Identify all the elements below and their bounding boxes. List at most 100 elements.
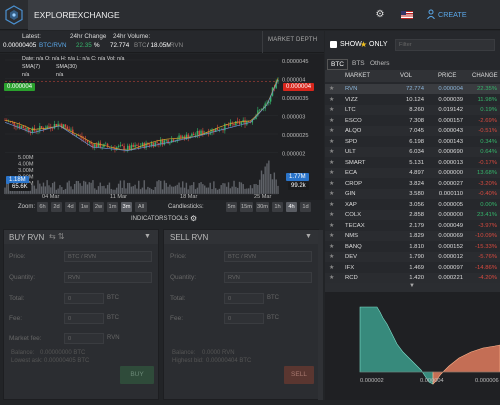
- volume-bar: [46, 180, 48, 194]
- tools-button[interactable]: TOOLS: [168, 216, 189, 222]
- favorite-star-icon[interactable]: ★: [329, 128, 335, 134]
- market-row[interactable]: ★ DEV 1.790 0.000012 -5.76%: [325, 252, 500, 262]
- sell-total-input[interactable]: 0: [224, 293, 264, 304]
- favorite-star-icon[interactable]: ★: [329, 233, 335, 239]
- us-flag-icon[interactable]: [401, 11, 413, 19]
- header-price[interactable]: PRICE: [438, 73, 457, 79]
- zoom-button-2w[interactable]: 2w: [93, 202, 104, 212]
- nav-explore[interactable]: EXPLORE: [28, 0, 81, 30]
- favorite-star-icon[interactable]: ★: [329, 254, 335, 260]
- candle-button-15m[interactable]: 15m: [240, 202, 253, 212]
- zoom-button-6h[interactable]: 6h: [37, 202, 48, 212]
- favorite-star-icon[interactable]: ★: [329, 96, 335, 103]
- zoom-button-1w[interactable]: 1w: [79, 202, 90, 212]
- header-change[interactable]: CHANGE: [472, 73, 498, 79]
- market-row[interactable]: ★ TECAX 2.179 0.000049 -3.97%: [325, 220, 500, 231]
- market-row[interactable]: ★ ESCO 7.308 0.000157 -2.69%: [325, 115, 500, 126]
- buy-market-fee-input[interactable]: 0: [64, 333, 104, 344]
- buy-price-input[interactable]: BTC / RVN: [64, 251, 152, 262]
- candle-button-1d[interactable]: 1d: [300, 202, 311, 212]
- candle-button-4h[interactable]: 4h: [286, 202, 297, 212]
- candle-button-1h[interactable]: 1h: [272, 202, 283, 212]
- market-filter-input[interactable]: Filter: [395, 39, 495, 51]
- tab-btc[interactable]: BTC: [327, 59, 348, 70]
- favorite-star-icon[interactable]: ★: [329, 264, 335, 271]
- favorite-star-icon[interactable]: ★: [329, 191, 335, 197]
- swap-icon[interactable]: ⇆ ⇅: [49, 232, 65, 241]
- market-row[interactable]: ★ SPD 6.198 0.000143 0.34%: [325, 136, 500, 147]
- candle-button-5m[interactable]: 5m: [226, 202, 237, 212]
- market-row[interactable]: ★ ALQO 7.045 0.000043 -0.51%: [325, 126, 500, 136]
- market-row[interactable]: ★ VIZZ 10.124 0.000039 11.98%: [325, 94, 500, 105]
- favorite-star-icon[interactable]: ★: [329, 243, 335, 250]
- sell-fee-input[interactable]: 0: [224, 313, 264, 324]
- tab-others[interactable]: Others: [370, 60, 390, 67]
- favorite-star-icon[interactable]: ★: [329, 275, 335, 281]
- sell-quantity-input[interactable]: RVN: [224, 272, 312, 283]
- nav-exchange[interactable]: EXCHANGE: [72, 10, 120, 20]
- market-row[interactable]: ★ SMART 5.131 0.000013 -0.17%: [325, 157, 500, 168]
- market-row[interactable]: ★ ECA 4.897 0.000000 13.68%: [325, 168, 500, 178]
- market-change: -0.40%: [478, 191, 497, 197]
- market-row[interactable]: ★ RVN 72.774 0.000004 22.35%: [325, 84, 500, 94]
- buy-fee-input[interactable]: 0: [64, 313, 104, 324]
- market-depth-toggle[interactable]: MARKET DEPTH: [268, 37, 318, 43]
- market-row[interactable]: ★ IFX 1.469 0.000097 -14.86%: [325, 262, 500, 273]
- market-row[interactable]: ★ BANQ 1.810 0.000152 -15.33%: [325, 241, 500, 252]
- volume-bar: [244, 188, 246, 194]
- depth-chart[interactable]: 0.000002 0.000004 0.000006: [325, 292, 500, 400]
- favorite-star-icon[interactable]: ★: [329, 201, 335, 208]
- create-account-link[interactable]: CREATE ACCOUNT: [438, 10, 474, 49]
- favorite-star-icon[interactable]: ★: [329, 107, 335, 113]
- zoom-button-1m[interactable]: 1m: [107, 202, 118, 212]
- candle: [167, 139, 169, 144]
- depth-collapse-bar[interactable]: [325, 283, 500, 292]
- favorite-star-icon[interactable]: ★: [329, 138, 335, 145]
- sell-price-input[interactable]: BTC / RVN: [224, 251, 312, 262]
- zoom-button-4d[interactable]: 4d: [65, 202, 76, 212]
- sell-button[interactable]: SELL: [284, 366, 314, 384]
- header-vol[interactable]: VOL: [400, 73, 413, 79]
- market-row[interactable]: ★ GIN 3.580 0.000110 -0.40%: [325, 189, 500, 199]
- sell-panel: SELL RVN ▼ Price: BTC / RVN Quantity: RV…: [163, 229, 319, 400]
- show-checkbox[interactable]: [330, 41, 337, 48]
- market-row[interactable]: ★ COLX 2.858 0.000000 23.41%: [325, 210, 500, 220]
- zoom-button-3m[interactable]: 3m: [121, 202, 132, 212]
- buy-button[interactable]: BUY: [120, 366, 154, 384]
- buy-collapse-icon[interactable]: ▼: [144, 233, 151, 240]
- candle: [176, 136, 178, 143]
- depth-collapse-icon[interactable]: ▼: [409, 283, 415, 289]
- market-row[interactable]: ★ ULT 6.034 0.000690 0.64%: [325, 147, 500, 157]
- sell-collapse-icon[interactable]: ▼: [305, 233, 312, 240]
- favorite-star-icon[interactable]: ★: [329, 222, 335, 229]
- market-row[interactable]: ★ LTC 8.260 0.019142 0.19%: [325, 105, 500, 115]
- depth-chart-svg[interactable]: 0.000002 0.000004 0.000006: [325, 292, 500, 400]
- gear-icon[interactable]: ⚙: [375, 9, 385, 20]
- volume-bar: [112, 189, 114, 194]
- settings-gear-icon[interactable]: ⚙: [190, 214, 198, 223]
- market-row[interactable]: ★ RCD 1.420 0.000221 -4.20%: [325, 273, 500, 283]
- zoom-button-all[interactable]: All: [135, 202, 147, 212]
- favorite-star-icon[interactable]: ★: [329, 149, 335, 155]
- favorite-star-icon[interactable]: ★: [329, 159, 335, 166]
- favorite-star-icon[interactable]: ★: [329, 170, 335, 176]
- tab-bts[interactable]: BTS: [352, 60, 365, 67]
- buy-total-input[interactable]: 0: [64, 293, 104, 304]
- header-market[interactable]: MARKET: [345, 73, 371, 79]
- indicators-button[interactable]: INDICATORS: [131, 216, 168, 222]
- favorite-star-icon[interactable]: ★: [329, 86, 335, 92]
- market-row[interactable]: ★ CROP 3.824 0.000027 -3.20%: [325, 178, 500, 189]
- scrollbar[interactable]: [318, 230, 323, 400]
- candlestick-chart[interactable]: 0.0000045 0.000004 0.0000035 0.000003 0.0000…: [0, 54, 324, 200]
- candle-button-30m[interactable]: 30m: [256, 202, 269, 212]
- market-row[interactable]: ★ XAP 3.056 0.000005 0.00%: [325, 199, 500, 210]
- favorite-star-icon[interactable]: ★: [329, 212, 335, 218]
- buy-quantity-input[interactable]: RVN: [64, 272, 152, 283]
- logo-icon[interactable]: [4, 5, 24, 25]
- market-row[interactable]: ★ NMS 1.829 0.000069 -10.09%: [325, 231, 500, 241]
- price-chart[interactable]: 0.0000045 0.000004 0.0000035 0.000003 0.0000…: [0, 54, 324, 200]
- zoom-button-2d[interactable]: 2d: [51, 202, 62, 212]
- volume-bar: [35, 188, 37, 194]
- favorite-star-icon[interactable]: ★: [329, 180, 335, 187]
- favorite-star-icon[interactable]: ★: [329, 117, 335, 124]
